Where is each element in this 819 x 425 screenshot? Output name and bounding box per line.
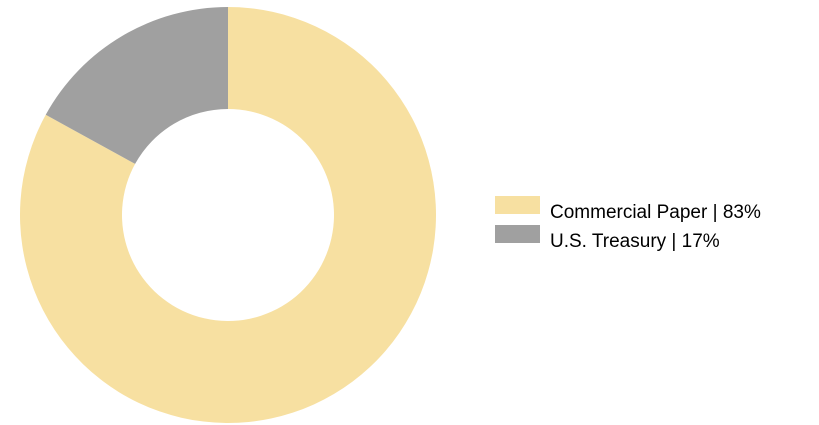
legend-label-us-treasury: U.S. Treasury | 17% [550, 231, 720, 252]
legend-swatch-commercial-paper [495, 196, 540, 214]
chart-legend: Commercial Paper | 83% U.S. Treasury | 1… [495, 196, 761, 252]
donut-slice-commercial-paper [19, 7, 436, 424]
legend-label-commercial-paper: Commercial Paper | 83% [550, 202, 761, 223]
donut-slice-u-s-treasury [45, 7, 228, 164]
donut-slices [19, 7, 436, 424]
legend-swatch-us-treasury [495, 225, 540, 243]
